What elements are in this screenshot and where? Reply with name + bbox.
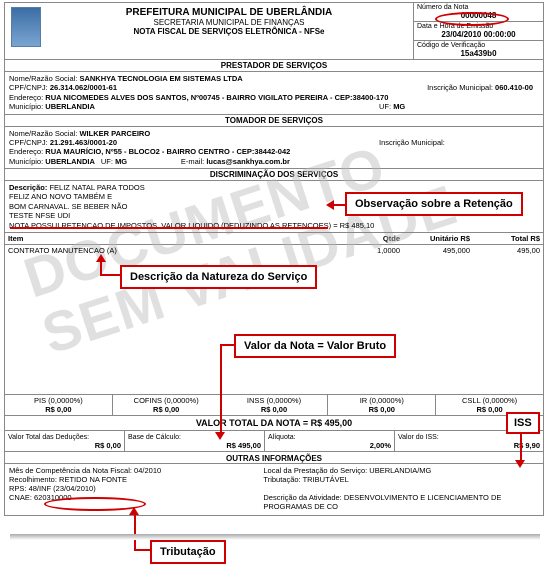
arrowhead-iss — [515, 460, 525, 468]
callout-valorbruto: Valor da Nota = Valor Bruto — [234, 334, 396, 358]
city-logo — [11, 7, 41, 47]
header-subtitle2: NOTA FISCAL DE SERVIÇOS ELETRÔNICA - NFS… — [47, 27, 411, 36]
table-row: CONTRATO MANUTENCAO (A) 1,0000 495,000 4… — [5, 245, 543, 256]
arrow-tributacao-h — [134, 549, 150, 551]
header-title: PREFEITURA MUNICIPAL DE UBERLÂNDIA — [47, 7, 411, 18]
codver-label: Código de Verificação — [417, 42, 485, 49]
annotation-underline-retencao — [10, 227, 328, 229]
numero-label: Número da Nota — [417, 4, 468, 11]
arrow-natureza — [100, 260, 102, 274]
taxes-row: PIS (0,0000%)R$ 0,00 COFINS (0,0000%)R$ … — [5, 395, 543, 416]
arrowhead-observacao — [326, 200, 334, 210]
callout-tributacao: Tributação — [150, 540, 226, 564]
tomador-block: Nome/Razão Social: WILKER PARCEIRO CPF/C… — [5, 127, 543, 170]
arrowhead-valorbruto — [215, 432, 225, 440]
prestador-section-title: PRESTADOR DE SERVIÇOS — [5, 60, 543, 72]
items-header: Item Qtde Unitário R$ Total R$ — [5, 233, 543, 245]
callout-observacao: Observação sobre a Retenção — [345, 192, 523, 216]
arrowhead-tributacao — [129, 507, 139, 515]
arrow-valorbruto-v — [220, 344, 222, 434]
arrow-natureza-h — [100, 274, 120, 276]
codver-value: 15a439b0 — [417, 49, 540, 58]
callout-natureza: Descrição da Natureza do Serviço — [120, 265, 317, 289]
callout-iss: ISS — [506, 412, 540, 434]
total-row: VALOR TOTAL DA NOTA = R$ 495,00 — [5, 416, 543, 431]
annotation-circle-numero — [435, 12, 509, 26]
invoice-document: DOCUMENTO SEM VALIDADE PREFEITURA MUNICI… — [4, 2, 544, 516]
arrow-iss-v — [520, 432, 522, 462]
arrowhead-natureza — [96, 254, 106, 262]
header-subtitle1: SECRETARIA MUNICIPAL DE FINANÇAS — [47, 18, 411, 27]
deducoes-row: Valor Total das Deduções:R$ 0,00 Base de… — [5, 431, 543, 452]
tomador-section-title: TOMADOR DE SERVIÇOS — [5, 115, 543, 127]
discriminacao-section-title: DISCRIMINAÇÃO DOS SERVIÇOS — [5, 169, 543, 181]
arrow-tributacao-v — [134, 513, 136, 549]
shadow-bottom — [10, 534, 540, 540]
arrow-valorbruto-h — [220, 344, 234, 346]
prestador-block: Nome/Razão Social: SANKHYA TECNOLOGIA EM… — [5, 72, 543, 115]
data-value: 23/04/2010 00:00:00 — [417, 30, 540, 39]
